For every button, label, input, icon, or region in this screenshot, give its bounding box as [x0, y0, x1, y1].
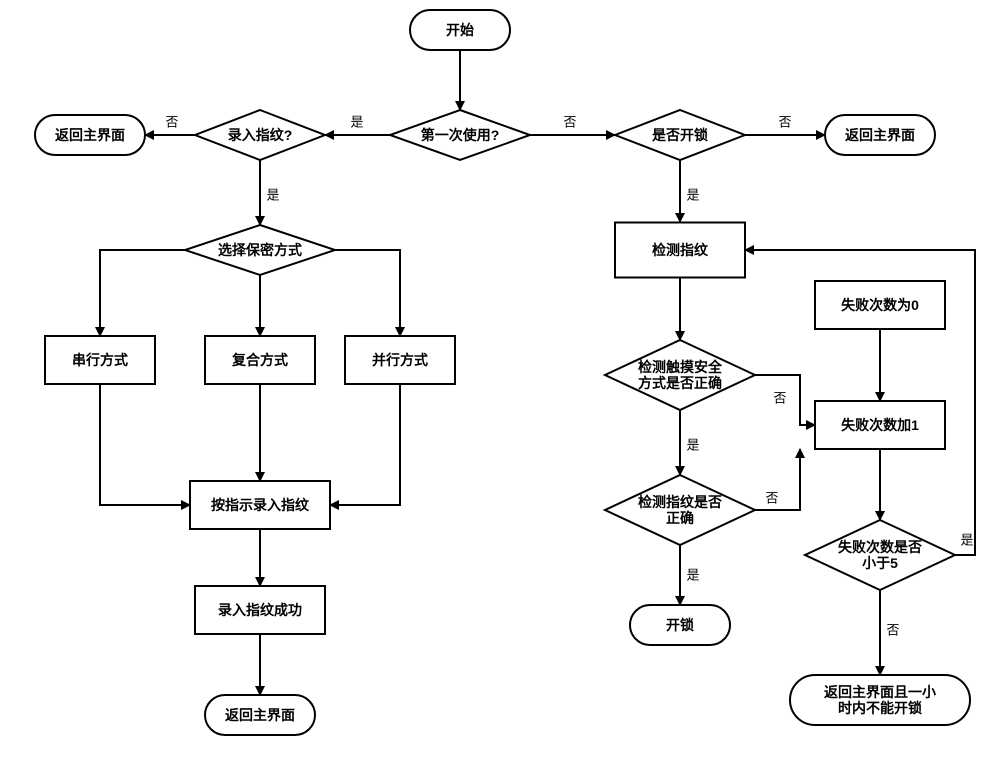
node-label: 录入指纹成功 — [218, 602, 302, 618]
node-unlock: 开锁 — [630, 605, 730, 645]
node-label: 检测触摸安全 — [638, 359, 723, 375]
node-label: 复合方式 — [231, 352, 288, 368]
node-first: 第一次使用? — [390, 110, 530, 160]
node-label: 返回主界面且一小 — [824, 684, 936, 700]
node-retL2: 返回主界面 — [205, 695, 315, 735]
node-label: 正确 — [666, 510, 694, 526]
node-retL1: 返回主界面 — [35, 115, 145, 155]
edge-label: 否 — [165, 115, 178, 130]
node-label: 录入指纹? — [228, 127, 293, 143]
node-fp_ok: 检测指纹是否正确 — [605, 475, 755, 545]
node-compound: 复合方式 — [205, 336, 315, 384]
node-label: 开锁 — [666, 617, 694, 633]
node-serial: 串行方式 — [45, 336, 155, 384]
node-label: 检测指纹 — [652, 242, 709, 258]
node-touch: 检测触摸安全方式是否正确 — [605, 340, 755, 410]
edge-label: 是 — [960, 533, 973, 548]
node-label: 开始 — [446, 22, 474, 38]
node-label: 返回主界面 — [225, 707, 295, 723]
node-label: 并行方式 — [372, 352, 428, 368]
edge-label: 否 — [563, 115, 576, 130]
edge — [335, 250, 400, 336]
edge-label: 否 — [886, 623, 899, 638]
node-label: 失败次数加1 — [841, 417, 919, 433]
edge — [330, 384, 400, 505]
edge-label: 是 — [686, 188, 699, 203]
edge-label: 否 — [765, 491, 778, 506]
node-prompt: 按指示录入指纹 — [190, 481, 330, 529]
node-fail1: 失败次数加1 — [815, 401, 945, 449]
edge-label: 是 — [266, 188, 279, 203]
node-label: 小于5 — [862, 555, 898, 571]
edge-label: 是 — [686, 568, 699, 583]
node-lt5: 失败次数是否小于5 — [805, 520, 955, 590]
node-retR1: 返回主界面 — [825, 115, 935, 155]
node-label: 检测指纹是否 — [638, 494, 722, 510]
node-label: 时内不能开锁 — [838, 700, 922, 716]
node-mode: 选择保密方式 — [185, 225, 335, 275]
edge-label: 是 — [350, 115, 363, 130]
node-enroll_q: 录入指纹? — [195, 110, 325, 160]
edge-label: 否 — [778, 115, 791, 130]
node-start: 开始 — [410, 10, 510, 50]
edge-label: 是 — [686, 438, 699, 453]
edge — [100, 250, 185, 336]
node-label: 方式是否正确 — [638, 375, 722, 391]
edge-label: 否 — [773, 391, 786, 406]
node-label: 失败次数为0 — [841, 297, 919, 313]
node-lock1h: 返回主界面且一小时内不能开锁 — [790, 675, 970, 725]
edge — [100, 384, 190, 505]
node-label: 是否开锁 — [652, 127, 708, 143]
node-unlock_q: 是否开锁 — [615, 110, 745, 160]
node-fail0: 失败次数为0 — [815, 281, 945, 329]
flowchart-canvas: 是否否是否是是是否否否是开始第一次使用?录入指纹?返回主界面选择保密方式串行方式… — [0, 0, 1000, 780]
node-label: 选择保密方式 — [218, 242, 302, 258]
node-label: 串行方式 — [72, 352, 128, 368]
node-detect: 检测指纹 — [615, 223, 745, 278]
node-label: 按指示录入指纹 — [211, 497, 310, 513]
node-parallel: 并行方式 — [345, 336, 455, 384]
node-ok: 录入指纹成功 — [195, 586, 325, 634]
node-label: 返回主界面 — [845, 127, 915, 143]
node-label: 第一次使用? — [421, 127, 500, 143]
node-label: 失败次数是否 — [838, 539, 922, 555]
node-label: 返回主界面 — [55, 127, 125, 143]
